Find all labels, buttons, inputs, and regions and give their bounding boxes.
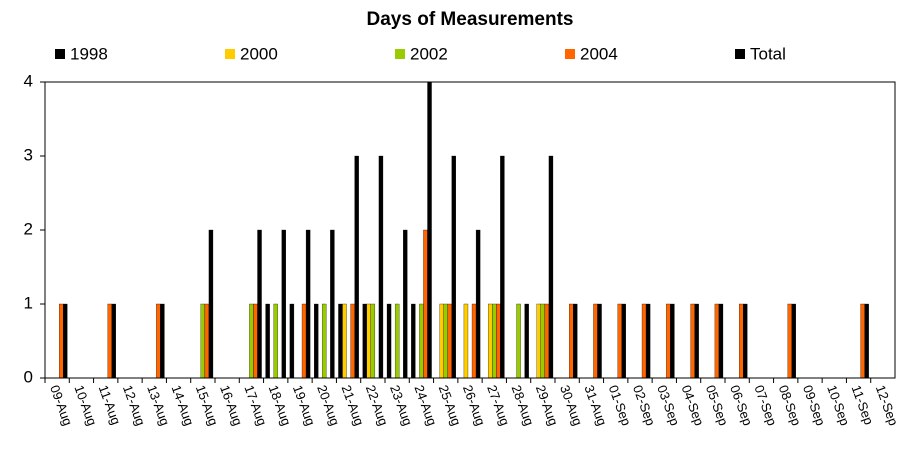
bar [394, 303, 400, 379]
bar [273, 303, 278, 379]
bar [593, 303, 598, 379]
bar [330, 229, 335, 379]
bar [739, 303, 744, 379]
legend-label: 2002 [410, 44, 448, 63]
bar [301, 303, 307, 379]
legend-swatch [735, 49, 745, 59]
legend-label: 2000 [240, 44, 278, 63]
y-tick-label: 2 [24, 219, 33, 238]
bar [253, 303, 258, 379]
bar [471, 303, 477, 379]
y-tick-label: 1 [24, 293, 33, 312]
bar [342, 303, 347, 379]
bar [63, 303, 68, 379]
bar [427, 81, 432, 379]
bar [378, 155, 384, 379]
bar [670, 303, 675, 379]
bar [107, 303, 112, 379]
bar [743, 303, 748, 379]
bar [540, 303, 546, 379]
bar [314, 303, 319, 379]
plot-border [44, 81, 896, 379]
bar [714, 303, 720, 379]
bar [111, 303, 116, 379]
bar [536, 303, 541, 379]
bar [548, 155, 554, 379]
bar [597, 303, 602, 379]
bar [59, 303, 64, 379]
bar [338, 303, 343, 379]
bar [419, 303, 424, 379]
bar [690, 303, 695, 379]
bar [500, 155, 505, 379]
bar [403, 229, 408, 379]
bar [787, 303, 792, 379]
legend-label: Total [750, 44, 786, 63]
bar [475, 229, 481, 379]
bar [204, 303, 210, 379]
bar [496, 303, 501, 379]
x-tick-label: 09-Aug [47, 383, 75, 428]
bar [666, 303, 671, 379]
bar [208, 229, 214, 379]
bar [411, 303, 416, 379]
bar [366, 303, 371, 379]
bar [791, 303, 796, 379]
legend-swatch [225, 49, 235, 59]
legend-label: 1998 [70, 44, 108, 63]
bar [492, 303, 497, 379]
bar [281, 229, 286, 379]
bar [350, 303, 355, 379]
bar [544, 303, 550, 379]
legend-swatch [395, 49, 405, 59]
bar [645, 303, 651, 379]
bar [257, 229, 262, 379]
bar [617, 303, 622, 379]
bar [718, 303, 724, 379]
legend-label: 2004 [580, 44, 618, 63]
bar [156, 303, 161, 379]
bar [439, 303, 444, 379]
bar [641, 303, 647, 379]
chart-title: Days of Measurements [367, 9, 574, 30]
bar [524, 303, 529, 379]
bar [249, 303, 254, 379]
bar [864, 303, 869, 379]
y-tick-label: 3 [24, 145, 33, 164]
bar [370, 303, 376, 379]
bar [200, 303, 206, 379]
legend-swatch [55, 49, 65, 59]
bar [516, 303, 521, 379]
bar [305, 229, 311, 379]
bar [362, 303, 367, 379]
bar [160, 303, 165, 379]
bar [569, 303, 574, 379]
bar [621, 303, 626, 379]
bar [463, 303, 469, 379]
bar [694, 303, 699, 379]
y-tick-label: 0 [24, 367, 33, 386]
y-tick-label: 4 [24, 71, 33, 90]
bar [289, 303, 295, 379]
legend-swatch [565, 49, 575, 59]
bar [443, 303, 448, 379]
bar [322, 303, 327, 379]
bar [451, 155, 456, 379]
bar [447, 303, 452, 379]
bar [488, 303, 493, 379]
bar [354, 155, 359, 379]
bar [573, 303, 578, 379]
bar [860, 303, 865, 379]
bar [265, 303, 270, 379]
bar [386, 303, 392, 379]
bar [423, 229, 428, 379]
